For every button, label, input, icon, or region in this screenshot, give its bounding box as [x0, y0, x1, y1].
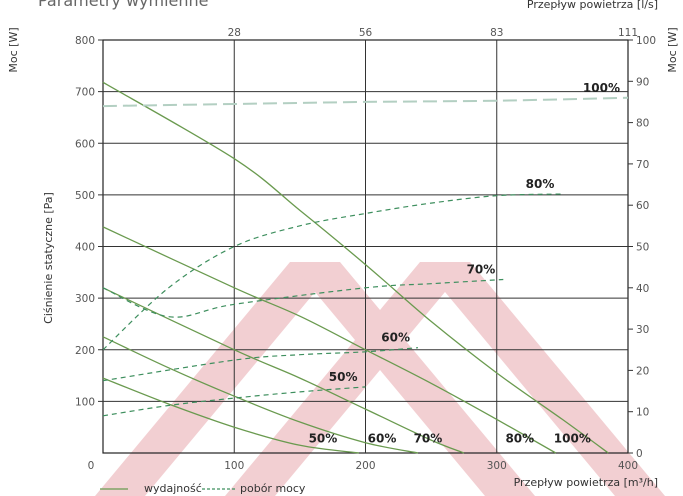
y2-tick-label-8: 80 — [636, 118, 649, 130]
legend-power-label: pobór mocy — [240, 482, 306, 495]
y-tick-label-2: 300 — [75, 293, 95, 305]
x2-tick-label-3: 111 — [618, 27, 638, 39]
x-tick-label-1: 100 — [224, 460, 244, 472]
y2-axis-title-left: Moc [W] — [7, 27, 20, 72]
legend-performance-label: wydajność — [144, 482, 202, 495]
x2-tick-label-1: 56 — [359, 27, 373, 39]
y-tick-label-5: 600 — [75, 138, 95, 150]
background-watermark — [95, 262, 665, 496]
power-curve-80 — [102, 193, 563, 351]
x2-axis-title: Przepływ powietrza [l/s] — [527, 0, 658, 11]
watermark-shape-0 — [95, 262, 340, 496]
y2-tick-label-5: 50 — [636, 242, 649, 254]
power-label-60: 60% — [381, 331, 410, 345]
y-tick-label-6: 700 — [75, 87, 95, 99]
y-tick-label-7: 800 — [75, 35, 95, 47]
power-label-50: 50% — [329, 370, 358, 384]
power-label-70: 70% — [467, 263, 496, 277]
watermark-shape-2 — [290, 262, 535, 496]
performance-curve-80 — [102, 226, 557, 454]
legend: wydajność pobór mocy — [100, 482, 306, 495]
performance-curve-70 — [102, 287, 465, 454]
y2-tick-label-9: 90 — [636, 76, 649, 88]
performance-label-60: 60% — [368, 432, 397, 446]
y2-tick-label-10: 100 — [636, 35, 656, 47]
power-curve-50 — [102, 386, 366, 417]
performance-curve-100 — [102, 81, 609, 454]
y-tick-label-4: 500 — [75, 190, 95, 202]
x2-tick-label-2: 83 — [490, 27, 503, 39]
performance-curve-60 — [102, 336, 419, 454]
performance-curve-50 — [102, 377, 359, 454]
y2-tick-label-4: 40 — [636, 283, 649, 295]
y2-tick-label-3: 30 — [636, 324, 649, 336]
performance-label-100: 100% — [554, 432, 591, 446]
performance-label-80: 80% — [505, 432, 534, 446]
y-tick-label-0: 100 — [75, 396, 95, 408]
y2-tick-label-6: 60 — [636, 200, 649, 212]
power-curve-100 — [102, 96, 629, 108]
y2-axis-title: Moc [W] — [666, 27, 679, 72]
watermark-shape-3 — [420, 262, 665, 496]
x-tick-label-3: 300 — [487, 460, 507, 472]
y2-tick-label-0: 0 — [636, 448, 643, 460]
power-label-80: 80% — [526, 177, 555, 191]
y-tick-label-3: 400 — [75, 242, 95, 254]
performance-label-50: 50% — [309, 432, 338, 446]
x2-tick-label-0: 28 — [228, 27, 241, 39]
power-curve-60 — [102, 347, 419, 382]
chart-title: Parametry wymienne — [38, 0, 209, 10]
x-tick-label-4: 400 — [618, 460, 638, 472]
power-label-100: 100% — [583, 81, 620, 95]
x-axis-title: Przepływ powietrza [m³/h] — [514, 476, 658, 489]
performance-label-70: 70% — [414, 432, 443, 446]
x-tick-label-2: 200 — [355, 460, 375, 472]
y2-tick-label-7: 70 — [636, 159, 649, 171]
series-layer: 50% 60% 70% 80% 100% 50% 60% 70% 80% 100% — [102, 81, 629, 454]
x-tick-label-0: 0 — [88, 460, 95, 472]
watermark-shape-1 — [225, 262, 470, 496]
y2-tick-label-1: 10 — [636, 407, 649, 419]
y-axis-title: Ciśnienie statyczne [Pa] — [42, 192, 55, 324]
y2-tick-label-2: 20 — [636, 365, 649, 377]
y-tick-label-1: 200 — [75, 345, 95, 357]
